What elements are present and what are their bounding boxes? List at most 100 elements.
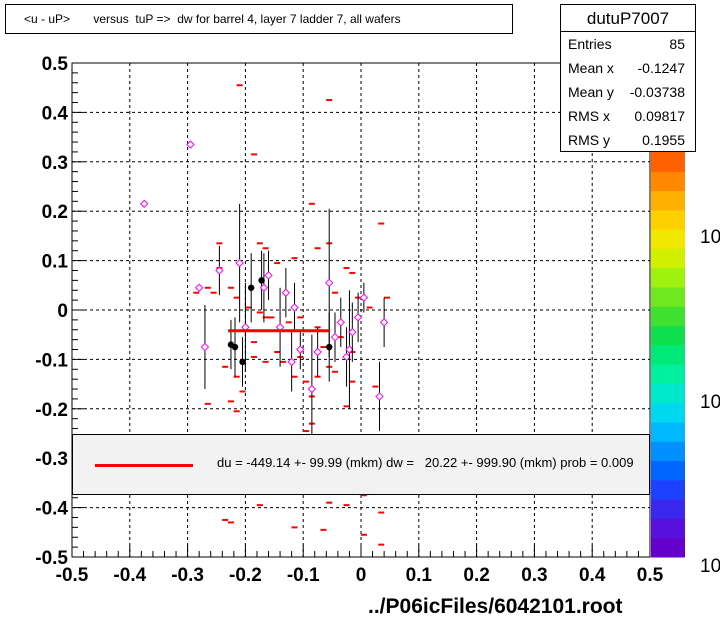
profile-point xyxy=(194,283,204,292)
y-tick-label: -0.3 xyxy=(35,449,68,470)
profile-point xyxy=(379,318,389,327)
profile-point xyxy=(200,342,210,352)
x-tick-label: -0.5 xyxy=(56,565,89,586)
profile-point xyxy=(215,266,224,275)
x-tick-label: 0.4 xyxy=(579,565,606,586)
x-tick-label: -0.4 xyxy=(113,565,146,586)
profile-point xyxy=(264,271,273,280)
profile-point xyxy=(140,199,149,208)
profile-point xyxy=(330,332,340,342)
y-tick-label: -0.2 xyxy=(35,400,68,421)
y-tick-label: 0.1 xyxy=(42,252,69,273)
stats-row-entries: Entries 85 xyxy=(561,32,695,56)
x-tick-label: -0.1 xyxy=(287,565,320,586)
footer-filename: ../P06icFiles/6042101.root xyxy=(368,595,623,618)
profile-point-filled xyxy=(247,284,255,291)
stats-row-rms-y: RMS y 0.1955 xyxy=(561,128,695,152)
x-tick-label: 0.5 xyxy=(637,565,664,586)
stats-row-mean-x: Mean x -0.1247 xyxy=(561,56,695,80)
profile-point xyxy=(375,392,384,401)
color-scale-step xyxy=(651,190,685,211)
y-tick-label: 0.3 xyxy=(42,153,68,174)
y-tick-label: 0.4 xyxy=(42,103,69,124)
chart-title: <u - uP> versus tuP => dw for barrel 4, … xyxy=(5,4,513,34)
color-scale-step xyxy=(651,537,685,558)
x-tick-label: 0.2 xyxy=(463,565,489,586)
x-tick-label: 0.1 xyxy=(406,565,433,586)
profile-point xyxy=(345,345,354,354)
color-scale-step xyxy=(651,383,685,404)
fit-legend: du = -449.14 +- 99.99 (mkm) dw = 20.22 +… xyxy=(72,434,650,495)
profile-point xyxy=(359,293,369,302)
profile-point-filled xyxy=(258,277,265,284)
profile-point xyxy=(235,258,244,268)
stats-label: RMS x xyxy=(568,108,610,124)
color-scale-step xyxy=(651,518,685,539)
profile-point xyxy=(336,318,345,327)
fit-legend-line xyxy=(95,464,193,467)
y-tick-label: -0.4 xyxy=(35,499,68,520)
stats-label: RMS y xyxy=(568,132,610,148)
profile-point xyxy=(287,357,296,367)
stats-value: 0.09817 xyxy=(634,108,685,124)
y-tick-label: 0 xyxy=(57,301,68,322)
y-tick-label: -0.1 xyxy=(35,350,68,371)
color-scale-step xyxy=(651,460,685,481)
profile-point-filled xyxy=(326,343,333,351)
profile-point xyxy=(313,347,322,357)
profile-point-filled xyxy=(231,343,239,351)
stats-row-rms-x: RMS x 0.09817 xyxy=(561,104,695,128)
profile-point xyxy=(353,313,363,322)
color-scale-step xyxy=(651,499,685,519)
color-scale-label: 10 xyxy=(700,556,720,577)
stats-value: 85 xyxy=(669,36,685,52)
color-scale-step xyxy=(651,306,685,327)
color-scale-label: 10 xyxy=(700,227,720,248)
x-tick-label: -0.3 xyxy=(171,565,204,586)
x-tick-label: -0.2 xyxy=(229,565,262,586)
x-tick-label: 0.3 xyxy=(521,565,547,586)
color-scale-step xyxy=(651,344,685,365)
axes: -0.5 -0.4 -0.3 -0.2 -0.1 0 0.1 0.2 0.3 0.4 0.5 -0.5… xyxy=(35,54,663,586)
profile-point xyxy=(259,283,269,292)
stats-value: -0.03738 xyxy=(629,84,685,100)
profile-point xyxy=(290,303,299,312)
color-scale-step xyxy=(651,422,685,442)
profile-point xyxy=(281,288,291,297)
stats-label: Mean y xyxy=(568,84,614,100)
profile-point xyxy=(348,328,357,337)
color-scale-step xyxy=(651,441,685,462)
stats-label: Mean x xyxy=(568,60,614,76)
stats-value: -0.1247 xyxy=(637,60,685,76)
stats-title: dutuP7007 xyxy=(561,5,695,32)
y-tick-label: 0.5 xyxy=(42,54,69,75)
color-scale-step xyxy=(651,209,685,230)
profile-point xyxy=(186,140,195,149)
color-scale-step xyxy=(651,152,685,172)
color-scale-step xyxy=(651,325,685,346)
color-scale-step xyxy=(651,171,685,192)
color-scale-step xyxy=(651,364,685,384)
y-tick-label: -0.5 xyxy=(35,548,68,569)
profile-point xyxy=(325,278,334,288)
fit-legend-text: du = -449.14 +- 99.99 (mkm) dw = 20.22 +… xyxy=(217,455,634,470)
profile-point xyxy=(342,352,351,362)
color-scale-step xyxy=(651,248,685,269)
stats-box: dutuP7007 Entries 85 Mean x -0.1247 Mean… xyxy=(560,4,696,152)
color-scale-step xyxy=(651,287,685,307)
color-scale-step xyxy=(651,267,685,288)
profile-point xyxy=(296,345,305,354)
profile-point xyxy=(307,384,317,394)
color-scale-bar: 10 10 10 xyxy=(651,152,720,577)
color-scale-step xyxy=(651,229,685,249)
color-scale-label: 10 xyxy=(700,392,720,413)
stats-label: Entries xyxy=(568,36,612,52)
profile-points-layer xyxy=(140,140,389,444)
y-tick-label: 0.2 xyxy=(42,202,68,223)
stats-row-mean-y: Mean y -0.03738 xyxy=(561,80,695,104)
color-scale-step xyxy=(651,402,685,423)
color-scale-step xyxy=(651,479,685,500)
stats-value: 0.1955 xyxy=(642,132,685,148)
profile-point-filled xyxy=(239,358,246,366)
x-tick-label: 0 xyxy=(356,565,367,586)
